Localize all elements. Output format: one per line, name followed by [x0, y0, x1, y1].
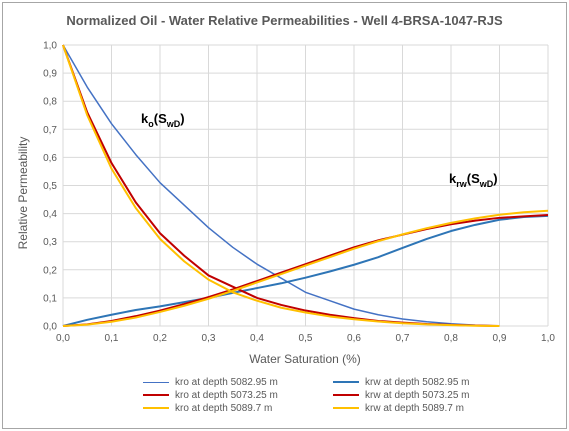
grid — [62, 44, 549, 327]
legend-swatch — [333, 394, 359, 396]
legend-swatch — [143, 394, 169, 396]
series-lines — [62, 44, 549, 327]
y-axis-label: Relative Permeability — [16, 137, 30, 250]
legend-item: kro at depth 5082.95 m — [143, 375, 278, 389]
y-tick-label: 0,9 — [43, 69, 57, 80]
y-tick-label: 1,0 — [43, 41, 57, 52]
y-tick-label: 0,8 — [43, 97, 57, 108]
legend-label: kro at depth 5082.95 m — [175, 376, 278, 388]
y-tick-label: 0,3 — [43, 237, 57, 248]
series-line-4 — [62, 44, 500, 327]
legend-swatch — [143, 407, 169, 409]
x-tick-label: 0,4 — [250, 333, 264, 344]
legend-swatch — [333, 407, 359, 409]
y-tick-label: 0,4 — [43, 209, 57, 220]
x-tick-label: 0,0 — [56, 333, 70, 344]
y-tick-label: 0,1 — [43, 293, 57, 304]
series-line-3 — [62, 214, 549, 327]
y-tick-label: 0,2 — [43, 265, 57, 276]
series-line-0 — [62, 44, 500, 327]
x-tick-label: 0,6 — [347, 333, 361, 344]
series-line-5 — [62, 209, 549, 327]
krw-annotation: krw(SwD) — [449, 171, 498, 189]
x-tick-label: 0,5 — [299, 333, 313, 344]
legend-label: krw at depth 5073.25 m — [365, 389, 470, 401]
x-tick-label: 0,1 — [105, 333, 119, 344]
legend-label: kro at depth 5089.7 m — [175, 402, 273, 414]
legend-item: krw at depth 5082.95 m — [333, 375, 470, 389]
y-tick-label: 0,5 — [43, 181, 57, 192]
legend-swatch — [333, 381, 359, 383]
x-axis-label: Water Saturation (%) — [249, 352, 361, 366]
series-line-1 — [62, 214, 549, 327]
y-tick-label: 0,0 — [43, 322, 57, 333]
x-tick-labels: 0,0 0,1 0,2 0,3 0,4 0,5 0,6 0,7 0,8 0,9 1,0 — [56, 333, 555, 344]
x-tick-label: 0,3 — [202, 333, 216, 344]
legend-item: kro at depth 5089.7 m — [143, 401, 272, 415]
x-tick-label: 1,0 — [541, 333, 555, 344]
legend-item: kro at depth 5073.25 m — [143, 388, 278, 402]
legend-label: kro at depth 5073.25 m — [175, 389, 278, 401]
kro-annotation: ko(SwD) — [141, 111, 185, 129]
legend-item: krw at depth 5073.25 m — [333, 388, 470, 402]
x-tick-label: 0,2 — [153, 333, 167, 344]
x-tick-label: 0,8 — [444, 333, 458, 344]
legend-label: krw at depth 5082.95 m — [365, 376, 470, 388]
y-tick-label: 0,7 — [43, 125, 57, 136]
legend-item: krw at depth 5089.7 m — [333, 401, 464, 415]
chart-title: Normalized Oil - Water Relative Permeabi… — [66, 13, 503, 28]
y-tick-label: 0,6 — [43, 153, 57, 164]
legend-swatch — [143, 381, 169, 383]
legend-label: krw at depth 5089.7 m — [365, 402, 464, 414]
plot-area: 0,0 0,1 0,2 0,3 0,4 0,5 0,6 0,7 0,8 0,9 1,0 0,0 0,1… — [16, 41, 555, 367]
y-tick-labels: 0,0 0,1 0,2 0,3 0,4 0,5 0,6 0,7 0,8 0,9 1,0 — [43, 41, 57, 333]
x-tick-label: 0,7 — [396, 333, 410, 344]
x-tick-label: 0,9 — [493, 333, 507, 344]
